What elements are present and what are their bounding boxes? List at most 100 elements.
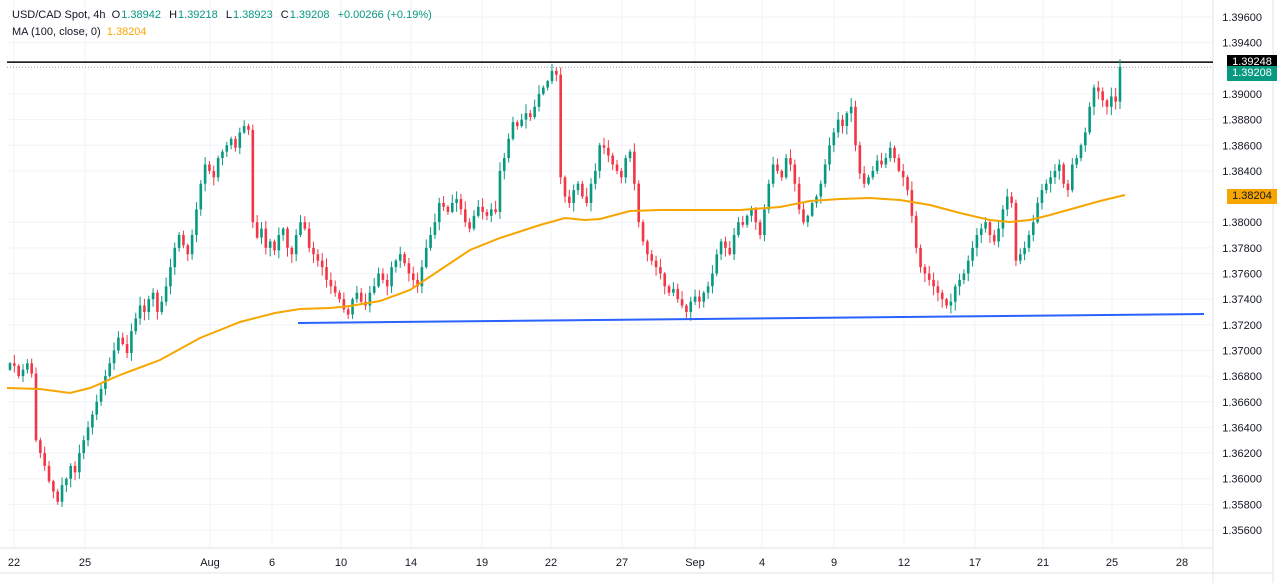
candle-body xyxy=(702,292,706,302)
candle-body xyxy=(919,247,922,268)
candle-body xyxy=(69,465,73,479)
candle-body xyxy=(667,286,671,293)
candle-body xyxy=(147,299,151,312)
candle-body xyxy=(502,158,506,171)
candle-body xyxy=(234,138,237,148)
candle-body xyxy=(776,164,779,171)
time-axis-label: 22 xyxy=(8,557,20,569)
candle-body xyxy=(1071,164,1074,191)
price-axis-label: 1.37600 xyxy=(1222,269,1262,281)
candle-body xyxy=(351,299,354,315)
candle-body xyxy=(342,299,346,310)
time-axis-label: 27 xyxy=(616,557,628,569)
candle-body xyxy=(251,129,255,223)
candle-body xyxy=(958,279,961,287)
candle-body xyxy=(849,106,853,114)
candle-body xyxy=(130,331,133,354)
candle-body xyxy=(39,440,42,454)
candle-body xyxy=(277,235,281,251)
candle-body xyxy=(182,235,185,246)
candle-body xyxy=(108,363,112,377)
candle-body xyxy=(195,209,198,236)
last-price-tag: 1.39208 xyxy=(1227,66,1277,82)
candle-body xyxy=(433,222,437,236)
candle-body xyxy=(43,453,46,466)
time-axis-label: 10 xyxy=(335,557,347,569)
candle-body xyxy=(966,260,970,274)
price-axis-label: 1.37200 xyxy=(1222,320,1262,332)
candle-body xyxy=(771,164,775,184)
candle-body xyxy=(563,177,567,197)
candle-body xyxy=(121,337,125,345)
price-axis-label: 1.39000 xyxy=(1222,89,1262,101)
low-label: L xyxy=(225,9,232,21)
candle-body xyxy=(325,267,328,280)
candle-body xyxy=(247,126,250,130)
candle-body xyxy=(979,228,983,236)
price-axis-label: 1.35800 xyxy=(1222,499,1262,511)
time-axis-label: 17 xyxy=(969,557,981,569)
moving-average-line xyxy=(6,194,1126,395)
time-axis-label: 28 xyxy=(1176,557,1188,569)
candle-body xyxy=(880,160,883,165)
candle-body xyxy=(607,147,610,156)
candle-body xyxy=(780,170,784,178)
candle-body xyxy=(628,151,632,159)
candle-body xyxy=(398,254,402,261)
candle-body xyxy=(47,465,51,482)
candle-body xyxy=(862,173,866,184)
candle-body xyxy=(724,241,727,248)
candle-body xyxy=(641,222,645,242)
candle-body xyxy=(242,126,246,133)
candle-body xyxy=(507,138,510,159)
candle-body xyxy=(975,235,979,248)
ohlc-row: USD/CAD Spot, 4h O1.38942 H1.39218 L1.38… xyxy=(12,7,437,24)
candle-body xyxy=(1040,190,1044,203)
candle-body xyxy=(1005,196,1009,210)
candle-body xyxy=(637,183,641,223)
candle-body xyxy=(572,190,575,203)
candle-body xyxy=(836,119,840,133)
candle-body xyxy=(34,373,38,441)
candle-body xyxy=(368,292,372,306)
candle-body xyxy=(594,170,597,184)
candle-body xyxy=(359,292,363,302)
candle-body xyxy=(971,247,974,261)
candle-body xyxy=(416,279,419,287)
support-trendline[interactable] xyxy=(297,313,1205,324)
candle-body xyxy=(901,170,905,178)
candle-body xyxy=(620,170,623,178)
candle-body xyxy=(238,132,242,148)
candle-body xyxy=(225,145,229,152)
candle-body xyxy=(927,273,931,280)
candle-body xyxy=(819,183,823,197)
candle-body xyxy=(229,138,233,146)
candle-body xyxy=(897,158,901,171)
time-axis-label: 22 xyxy=(545,557,557,569)
candle-body xyxy=(21,369,25,377)
candle-body xyxy=(706,286,710,293)
candle-body xyxy=(268,241,272,248)
candle-body xyxy=(1031,222,1035,236)
candle-body xyxy=(845,113,849,127)
candle-body xyxy=(30,363,33,374)
price-axis-label: 1.37000 xyxy=(1222,345,1262,357)
candle-body xyxy=(1088,106,1091,133)
candle-body xyxy=(290,247,294,255)
candle-body xyxy=(1118,67,1122,102)
candle-body xyxy=(446,206,450,212)
time-axis-label: 25 xyxy=(1106,557,1118,569)
time-axis-label: 9 xyxy=(831,557,837,569)
candle-body xyxy=(1018,254,1022,261)
candle-body xyxy=(143,305,146,312)
candle-body xyxy=(524,113,528,120)
candle-body xyxy=(867,177,870,184)
candle-body xyxy=(437,202,441,223)
candle-body xyxy=(546,81,549,88)
candle-body xyxy=(810,202,814,216)
candle-body xyxy=(698,296,701,302)
candle-body xyxy=(763,209,766,236)
candle-body xyxy=(624,158,628,178)
